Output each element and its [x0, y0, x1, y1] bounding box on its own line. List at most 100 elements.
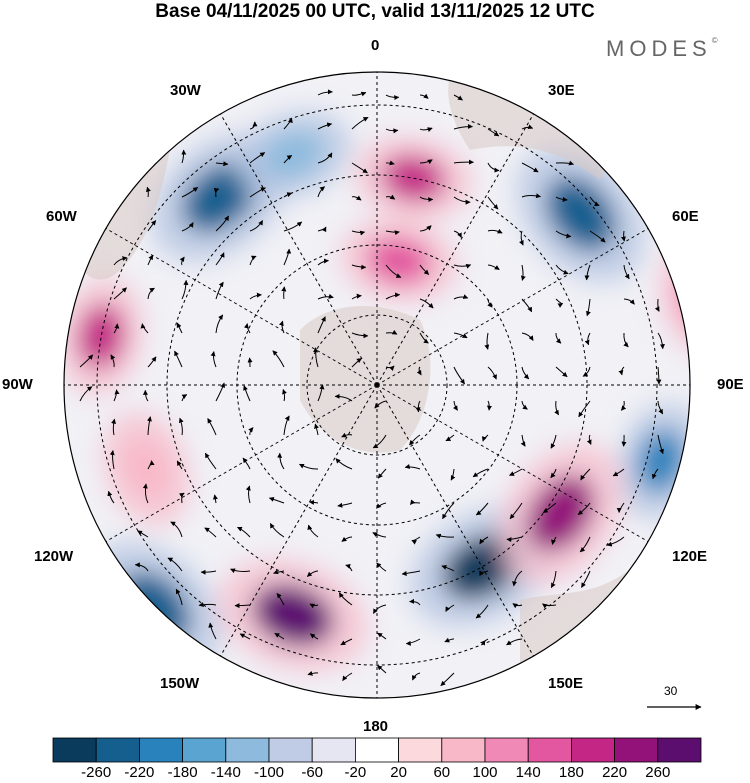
wind-vector: [472, 468, 489, 478]
wind-vector: [181, 222, 194, 232]
wind-vector: [651, 468, 659, 480]
wind-vector: [521, 332, 534, 341]
anomaly-core-0: [182, 162, 257, 232]
wind-vector: [313, 347, 319, 368]
wind-vector: [616, 502, 625, 513]
wind-vector: [215, 215, 230, 232]
colorbar-swatch-3: [182, 737, 227, 763]
wind-vector: [419, 196, 434, 203]
wind-vector: [618, 366, 625, 376]
wind-vector: [623, 264, 630, 280]
colorbar-tick-label: 140: [515, 764, 541, 781]
anomaly-core-12: [548, 0, 626, 57]
lon-label-60e: 60E: [672, 208, 699, 225]
anomaly-core-8: [78, 304, 125, 369]
wind-vector: [577, 502, 591, 516]
wind-vector: [480, 638, 489, 646]
wind-vector: [555, 264, 569, 275]
wind-vector: [317, 89, 333, 96]
wind-vector: [283, 248, 292, 266]
wind-vector: [542, 502, 557, 514]
wind-vector: [243, 323, 251, 334]
wind-vector: [487, 162, 500, 173]
colorbar-tick-label: 220: [602, 764, 628, 781]
wind-vector: [137, 530, 149, 538]
wind-vector: [176, 460, 183, 470]
wind-vector: [107, 490, 115, 504]
wind-vector: [372, 434, 387, 449]
wind-vector: [181, 279, 189, 300]
meridian-210: [220, 384, 378, 657]
wind-vector: [204, 527, 217, 538]
colorbar-tick-label: 260: [645, 764, 671, 781]
wind-vector: [411, 672, 421, 681]
latitude-circle-80: [306, 314, 448, 456]
wind-vector: [512, 570, 523, 587]
wind-vector: [377, 632, 387, 640]
wind-vector: [509, 468, 523, 476]
meridian-240: [105, 384, 378, 542]
colorbar-tick-label: 60: [433, 764, 451, 781]
colorbar-swatch-4: [225, 737, 270, 763]
wind-vector: [178, 417, 184, 436]
wind-vector: [111, 418, 116, 436]
wind-vector: [453, 94, 463, 101]
wind-vector: [337, 502, 353, 508]
wind-vector: [385, 94, 400, 101]
wind-vector: [481, 434, 489, 442]
wind-vector: [351, 91, 367, 97]
wind-vector: [215, 252, 225, 266]
wind-vector: [521, 162, 539, 173]
lon-label-120w: 120W: [34, 548, 74, 565]
wind-vector: [110, 354, 116, 368]
wind-vector: [309, 633, 319, 640]
wind-vector: [351, 332, 369, 339]
wind-vector: [278, 320, 285, 334]
wind-vector: [419, 332, 429, 344]
wind-vector: [554, 400, 560, 416]
wind-vector: [657, 434, 664, 455]
wind-vector: [377, 665, 387, 674]
colorbar-swatch-2: [138, 737, 183, 763]
colorbar-swatch-13: [614, 737, 659, 763]
wind-vector: [215, 161, 229, 167]
wind-vector: [445, 434, 455, 442]
wind-vector: [385, 128, 399, 134]
wind-vector: [589, 196, 600, 207]
colorbar-swatch-9: [441, 737, 486, 763]
anomaly-core-14: [123, 437, 171, 500]
wind-vector: [453, 332, 468, 339]
wind-vector: [317, 122, 333, 130]
wind-vector: [134, 562, 149, 572]
wind-vector: [113, 287, 127, 300]
lon-label-0: 0: [371, 37, 380, 54]
wind-vector: [487, 264, 500, 271]
wind-vector: [555, 298, 564, 308]
wind-vector: [335, 458, 353, 470]
wind-vector: [242, 457, 251, 470]
wind-vector: [377, 468, 387, 479]
wind-vector: [385, 194, 396, 200]
wind-vector: [506, 638, 523, 646]
map-title: Base 04/11/2025 00 UTC, valid 13/11/2025…: [155, 1, 595, 22]
wind-vector: [351, 195, 362, 201]
wind-vector: [317, 316, 326, 334]
wind-vector: [385, 160, 395, 166]
wind-vector: [581, 570, 591, 588]
wind-vector: [147, 220, 157, 232]
wind-vector: [351, 162, 368, 174]
anomaly-core-2: [637, 429, 685, 493]
copyright-mark: ©: [711, 36, 718, 45]
wind-vector: [606, 536, 625, 547]
wind-vector: [314, 423, 319, 436]
wind-vector: [623, 332, 629, 348]
wind-vector: [656, 366, 662, 385]
wind-vector: [181, 394, 188, 402]
colorbar-swatch-1: [95, 737, 140, 763]
wind-vector: [487, 366, 497, 380]
wind-vector: [113, 389, 120, 402]
wind-vector: [442, 502, 455, 520]
wind-vector: [475, 604, 489, 619]
wind-vector: [586, 434, 592, 445]
colorbar-tick-label: -220: [124, 764, 155, 781]
